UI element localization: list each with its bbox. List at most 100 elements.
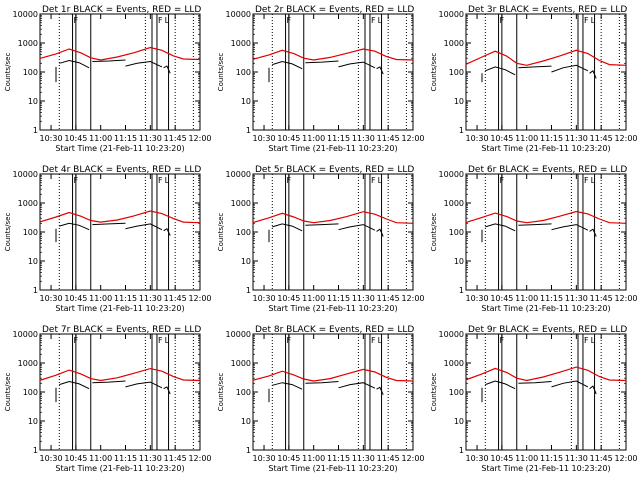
y-tick-label: 1000 (18, 199, 38, 208)
y-tick-label: 100 (23, 68, 38, 77)
marker-label: L (165, 176, 170, 185)
events-series-line (272, 382, 303, 390)
marker-label: F (500, 176, 505, 185)
y-tick-label: 1000 (18, 359, 38, 368)
events-series-line (518, 223, 552, 226)
x-tick-label: 11:15 (327, 454, 350, 463)
marker-label: F (500, 16, 505, 25)
lld-series-line (39, 367, 201, 382)
events-series-line (163, 227, 171, 236)
marker-label: F (584, 176, 589, 185)
chart-title: Det 5r BLACK = Events, RED = LLD (255, 165, 414, 175)
x-tick-label: 11:00 (302, 134, 325, 143)
events-series-line (163, 65, 171, 74)
events-series-line (518, 65, 552, 69)
x-tick-label: 11:00 (302, 454, 325, 463)
y-tick-label: 10000 (13, 10, 38, 19)
marker-label: F (74, 336, 79, 345)
y-axis-label: Counts/sec (217, 53, 225, 92)
y-tick-label: 1 (33, 446, 38, 455)
x-axis-label: Start Time (21-Feb-11 10:23:20) (55, 464, 184, 473)
events-series-line (92, 59, 126, 62)
y-tick-label: 100 (23, 228, 38, 237)
marker-label: F (74, 176, 79, 185)
x-tick-label: 11:30 (139, 454, 162, 463)
x-tick-label: 11:00 (515, 294, 538, 303)
plot-frame (252, 333, 414, 451)
marker-label: L (165, 16, 170, 25)
marker-label: F (158, 336, 163, 345)
lld-series-line (39, 210, 201, 224)
x-axis-label: Start Time (21-Feb-11 10:23:20) (481, 144, 610, 153)
y-tick-label: 1000 (444, 39, 464, 48)
events-series-line (376, 386, 384, 396)
y-tick-label: 1000 (231, 359, 251, 368)
y-tick-label: 10 (454, 97, 464, 106)
marker-label: L (591, 16, 596, 25)
events-series-line (376, 66, 384, 75)
events-series-line (589, 385, 597, 395)
x-tick-label: 12:00 (401, 294, 424, 303)
y-tick-label: 1000 (231, 199, 251, 208)
marker-label: L (378, 336, 383, 345)
events-series-line (589, 228, 597, 237)
y-tick-label: 100 (236, 388, 251, 397)
events-series-line (485, 380, 516, 390)
y-tick-label: 1 (246, 126, 251, 135)
x-axis-label: Start Time (21-Feb-11 10:23:20) (481, 304, 610, 313)
marker-label: F (371, 336, 376, 345)
y-tick-label: 1000 (444, 199, 464, 208)
x-tick-label: 11:30 (139, 134, 162, 143)
x-tick-label: 10:30 (466, 134, 489, 143)
y-tick-label: 100 (236, 228, 251, 237)
y-tick-label: 1 (459, 126, 464, 135)
events-series-line (59, 222, 90, 231)
x-tick-label: 11:15 (327, 134, 350, 143)
y-tick-label: 100 (23, 388, 38, 397)
x-axis-label: Start Time (21-Feb-11 10:23:20) (55, 144, 184, 153)
events-series-line (125, 60, 163, 68)
x-tick-label: 11:00 (515, 454, 538, 463)
y-tick-label: 10 (28, 417, 38, 426)
x-tick-label: 12:00 (401, 454, 424, 463)
x-tick-label: 10:45 (64, 454, 87, 463)
marker-label: F (158, 176, 163, 185)
chart-panel-5: Det 5r BLACK = Events, RED = LLD 1 10 100 10… (217, 165, 425, 313)
chart-panel-3: Det 3r BLACK = Events, RED = LLD 1 10 100 10… (430, 5, 638, 153)
chart-title: Det 9r BLACK = Events, RED = LLD (468, 325, 627, 335)
x-tick-label: 10:30 (253, 294, 276, 303)
chart-panel-9: Det 9r BLACK = Events, RED = LLD 1 10 100 10… (430, 325, 638, 473)
x-tick-label: 11:15 (114, 454, 137, 463)
y-tick-label: 100 (236, 68, 251, 77)
events-series-line (59, 380, 90, 390)
x-tick-label: 12:00 (614, 294, 637, 303)
y-axis-label: Counts/sec (4, 213, 12, 252)
y-tick-label: 100 (449, 68, 464, 77)
lld-series-line (465, 210, 627, 224)
plot-frame (465, 173, 627, 291)
y-tick-label: 1000 (444, 359, 464, 368)
x-tick-label: 11:15 (114, 294, 137, 303)
marker-label: F (584, 16, 589, 25)
chart-panel-4: Det 4r BLACK = Events, RED = LLD 1 10 100 10… (4, 165, 212, 313)
marker-label: F (158, 16, 163, 25)
chart-title: Det 2r BLACK = Events, RED = LLD (255, 5, 414, 15)
lld-series-line (252, 368, 414, 382)
events-series-line (125, 223, 163, 231)
x-tick-label: 11:45 (377, 454, 400, 463)
x-axis-label: Start Time (21-Feb-11 10:23:20) (268, 144, 397, 153)
x-tick-label: 11:15 (540, 454, 563, 463)
y-tick-label: 1 (33, 126, 38, 135)
x-tick-label: 12:00 (614, 134, 637, 143)
x-tick-label: 11:00 (515, 134, 538, 143)
lld-series-line (465, 49, 627, 66)
y-tick-label: 10 (241, 257, 251, 266)
x-tick-label: 12:00 (188, 294, 211, 303)
x-tick-label: 10:45 (490, 134, 513, 143)
y-tick-label: 1 (246, 446, 251, 455)
y-axis-label: Counts/sec (430, 53, 438, 92)
marker-label: L (591, 176, 596, 185)
events-series-line (92, 380, 126, 384)
y-axis-label: Counts/sec (217, 373, 225, 412)
